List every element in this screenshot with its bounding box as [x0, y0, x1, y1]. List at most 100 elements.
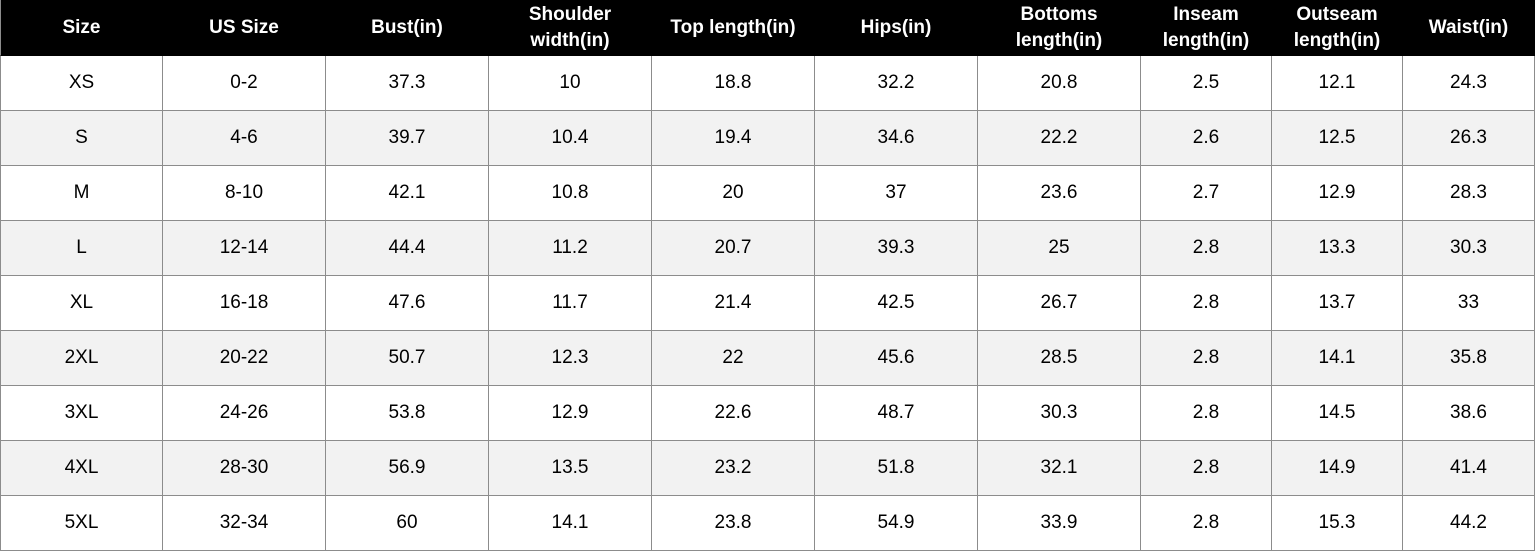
- table-cell: 32.1: [978, 441, 1141, 496]
- table-cell: 39.7: [326, 111, 489, 166]
- table-cell: 50.7: [326, 331, 489, 386]
- table-cell: 2.6: [1141, 111, 1272, 166]
- table-cell: 3XL: [0, 386, 163, 441]
- table-cell: 15.3: [1272, 496, 1403, 551]
- table-cell: M: [0, 166, 163, 221]
- table-cell: 30.3: [978, 386, 1141, 441]
- table-cell: 51.8: [815, 441, 978, 496]
- table-cell: 32-34: [163, 496, 326, 551]
- table-cell: 2.7: [1141, 166, 1272, 221]
- table-cell: 22.6: [652, 386, 815, 441]
- table-cell: 12.3: [489, 331, 652, 386]
- table-cell: 18.8: [652, 56, 815, 111]
- table-cell: 10.4: [489, 111, 652, 166]
- table-cell: 37.3: [326, 56, 489, 111]
- table-cell: 28-30: [163, 441, 326, 496]
- table-cell: 10.8: [489, 166, 652, 221]
- table-cell: 12-14: [163, 221, 326, 276]
- table-cell: 26.3: [1403, 111, 1535, 166]
- header-cell: Size: [0, 0, 163, 56]
- table-cell: 23.6: [978, 166, 1141, 221]
- table-cell: 2.8: [1141, 386, 1272, 441]
- header-cell: Bottoms length(in): [978, 0, 1141, 56]
- table-cell: 42.5: [815, 276, 978, 331]
- table-cell: 20: [652, 166, 815, 221]
- table-cell: 22.2: [978, 111, 1141, 166]
- table-cell: 25: [978, 221, 1141, 276]
- header-cell: Hips(in): [815, 0, 978, 56]
- table-cell: 26.7: [978, 276, 1141, 331]
- table-cell: 2.8: [1141, 441, 1272, 496]
- table-cell: 0-2: [163, 56, 326, 111]
- table-cell: 13.3: [1272, 221, 1403, 276]
- table-cell: 48.7: [815, 386, 978, 441]
- table-cell: 5XL: [0, 496, 163, 551]
- table-cell: 2.8: [1141, 496, 1272, 551]
- table-cell: 42.1: [326, 166, 489, 221]
- table-cell: 10: [489, 56, 652, 111]
- table-cell: 44.2: [1403, 496, 1535, 551]
- table-cell: L: [0, 221, 163, 276]
- table-cell: 20.7: [652, 221, 815, 276]
- table-cell: 54.9: [815, 496, 978, 551]
- header-cell: Outseam length(in): [1272, 0, 1403, 56]
- table-cell: 37: [815, 166, 978, 221]
- table-cell: 14.1: [1272, 331, 1403, 386]
- header-cell: US Size: [163, 0, 326, 56]
- table-cell: 14.5: [1272, 386, 1403, 441]
- table-cell: 41.4: [1403, 441, 1535, 496]
- table-cell: 12.5: [1272, 111, 1403, 166]
- header-cell: Shoulder width(in): [489, 0, 652, 56]
- table-cell: 12.9: [1272, 166, 1403, 221]
- table-cell: 33.9: [978, 496, 1141, 551]
- table-cell: 14.9: [1272, 441, 1403, 496]
- table-cell: XL: [0, 276, 163, 331]
- table-cell: 20-22: [163, 331, 326, 386]
- table-cell: 32.2: [815, 56, 978, 111]
- table-cell: 8-10: [163, 166, 326, 221]
- header-cell: Inseam length(in): [1141, 0, 1272, 56]
- table-cell: 45.6: [815, 331, 978, 386]
- table-cell: 12.1: [1272, 56, 1403, 111]
- header-cell: Top length(in): [652, 0, 815, 56]
- table-cell: 39.3: [815, 221, 978, 276]
- table-cell: 4-6: [163, 111, 326, 166]
- table-cell: 16-18: [163, 276, 326, 331]
- table-cell: 11.2: [489, 221, 652, 276]
- table-cell: 23.8: [652, 496, 815, 551]
- table-cell: 35.8: [1403, 331, 1535, 386]
- table-cell: 38.6: [1403, 386, 1535, 441]
- table-cell: 21.4: [652, 276, 815, 331]
- table-cell: 13.7: [1272, 276, 1403, 331]
- header-cell: Waist(in): [1403, 0, 1535, 56]
- table-cell: 56.9: [326, 441, 489, 496]
- header-cell: Bust(in): [326, 0, 489, 56]
- table-cell: 30.3: [1403, 221, 1535, 276]
- table-cell: 11.7: [489, 276, 652, 331]
- table-cell: XS: [0, 56, 163, 111]
- table-cell: 28.3: [1403, 166, 1535, 221]
- table-cell: 19.4: [652, 111, 815, 166]
- table-cell: 20.8: [978, 56, 1141, 111]
- table-cell: 12.9: [489, 386, 652, 441]
- table-cell: 24-26: [163, 386, 326, 441]
- table-cell: 4XL: [0, 441, 163, 496]
- table-cell: 23.2: [652, 441, 815, 496]
- table-cell: 28.5: [978, 331, 1141, 386]
- table-cell: 14.1: [489, 496, 652, 551]
- table-cell: 2.5: [1141, 56, 1272, 111]
- table-cell: 24.3: [1403, 56, 1535, 111]
- table-cell: 2.8: [1141, 221, 1272, 276]
- table-cell: 13.5: [489, 441, 652, 496]
- table-cell: S: [0, 111, 163, 166]
- table-cell: 34.6: [815, 111, 978, 166]
- table-cell: 33: [1403, 276, 1535, 331]
- table-cell: 22: [652, 331, 815, 386]
- table-cell: 2XL: [0, 331, 163, 386]
- table-cell: 47.6: [326, 276, 489, 331]
- table-cell: 44.4: [326, 221, 489, 276]
- table-cell: 60: [326, 496, 489, 551]
- table-cell: 2.8: [1141, 331, 1272, 386]
